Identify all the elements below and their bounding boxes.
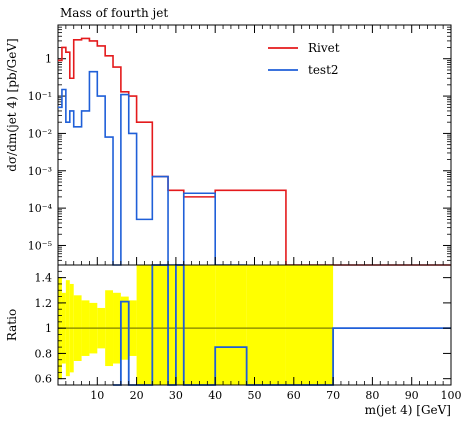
x-tick-label: 30	[169, 389, 183, 402]
main-y-tick-label: 10⁻²	[28, 127, 52, 140]
ratio-uncertainty-band	[58, 265, 334, 385]
ratio-y-tick-label: 0.6	[35, 373, 53, 386]
ratio-band-bin	[285, 265, 334, 385]
x-tick-label: 40	[208, 389, 222, 402]
x-tick-label: 20	[130, 389, 144, 402]
main-y-tick-label: 1	[45, 53, 52, 66]
x-tick-label: 50	[248, 389, 262, 402]
ratio-y-tick-label: 0.8	[35, 347, 53, 360]
ratio-x-ticks: 10 20 30 40 50 60 70 80 90 100	[65, 25, 462, 402]
main-y-axis-label: dσ/dm(jet 4) [pb/GeV]	[5, 38, 19, 171]
chart-title: Mass of fourth jet	[60, 6, 168, 20]
main-y-tick-label: 10⁻⁵	[28, 239, 52, 252]
ratio-band-bin	[152, 265, 169, 385]
ratio-y-tick-label: 1	[45, 322, 52, 335]
ratio-y-tick-label: 1.4	[35, 272, 53, 285]
legend: Rivet test2	[268, 41, 340, 77]
ratio-plot: 0.6 0.8 1 1.2 1.4 10 20 30 40 50 60 70 80 90 100 Rati…	[5, 25, 462, 417]
x-axis-label: m(jet 4) [GeV]	[365, 403, 451, 417]
ratio-band-bin	[246, 265, 286, 385]
legend-test2-label: test2	[308, 63, 339, 77]
ratio-band-bin	[183, 265, 216, 385]
main-plot: Mass of fourth jet 10⁻⁵10⁻⁴10⁻³10⁻²10⁻¹1…	[5, 6, 452, 266]
ratio-y-ticks: 0.6 0.8 1 1.2 1.4	[35, 270, 451, 386]
x-tick-label: 80	[365, 389, 379, 402]
main-y-tick-label: 10⁻⁴	[28, 202, 53, 215]
legend-rivet-label: Rivet	[308, 41, 340, 55]
series-test2-line	[58, 70, 247, 266]
ratio-band-bin	[136, 265, 153, 385]
x-tick-label: 100	[441, 389, 462, 402]
x-tick-label: 90	[405, 389, 419, 402]
series-rivet-line	[58, 37, 451, 266]
main-series	[58, 37, 451, 266]
main-plot-frame	[57, 24, 452, 266]
ratio-band-bin	[215, 265, 247, 385]
ratio-y-tick-label: 1.2	[35, 297, 53, 310]
main-y-tick-label: 10⁻³	[28, 165, 52, 178]
ratio-y-axis-label: Ratio	[5, 309, 19, 341]
main-y-tick-label: 10⁻¹	[28, 90, 52, 103]
main-y-ticks: 10⁻⁵ 10⁻⁴ 10⁻³ 10⁻² 10⁻¹ 1	[28, 24, 451, 266]
x-tick-label: 60	[287, 389, 301, 402]
x-tick-label: 10	[90, 389, 104, 402]
x-tick-label: 70	[326, 389, 340, 402]
